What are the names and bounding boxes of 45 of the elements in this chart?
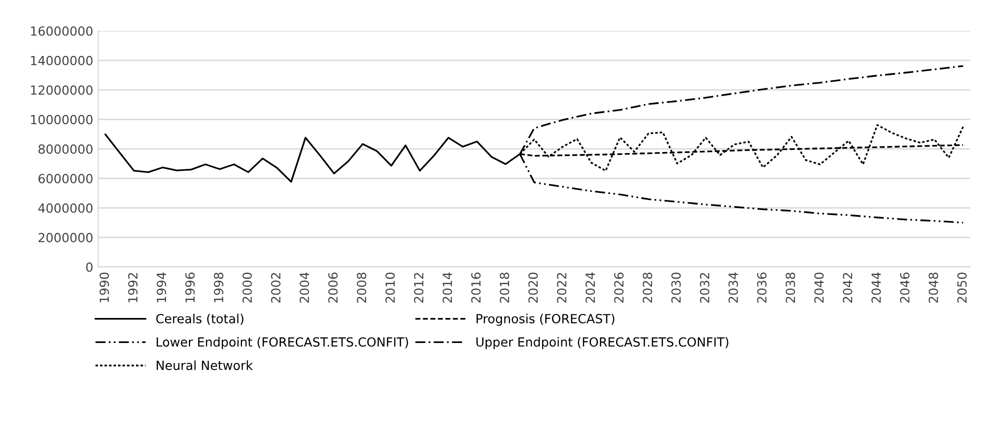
x-tick-label: 2014 <box>442 272 452 303</box>
x-tick-label: 1994 <box>156 272 166 302</box>
x-tick-label: 2008 <box>356 272 366 303</box>
x-tick-label: 2038 <box>786 272 796 303</box>
x-tick-label: 1992 <box>128 273 138 302</box>
y-tick-label: 0 <box>86 262 93 272</box>
y-tick-label: 2000000 <box>38 232 93 242</box>
y-tick-label: 8000000 <box>38 144 93 154</box>
x-tick-label: 2002 <box>271 273 281 303</box>
x-tick-label: 2032 <box>700 273 710 303</box>
legend-label: Prognosis (FORECAST) <box>476 314 614 326</box>
x-tick-label: 2022 <box>556 273 566 303</box>
x-tick-label: 2036 <box>757 272 767 303</box>
x-tick-label: 2024 <box>586 272 596 303</box>
y-tick-label: 16000000 <box>31 26 93 36</box>
x-tick-label: 1990 <box>100 272 109 302</box>
x-tick-label: 2048 <box>928 272 938 303</box>
x-tick-label: 2034 <box>728 272 738 303</box>
x-tick-label: 2018 <box>500 272 510 303</box>
x-tick-label: 2020 <box>528 272 538 303</box>
x-tick-label: 2046 <box>900 272 910 303</box>
legend-label: Lower Endpoint (FORECAST.ETS.CONFIT) <box>156 337 408 350</box>
x-tick-label: 2000 <box>242 272 252 303</box>
x-tick-label: 2044 <box>871 272 881 303</box>
x-tick-label: 2030 <box>671 272 681 303</box>
legend-label: Upper Endpoint (FORECAST.ETS.CONFIT) <box>476 337 728 350</box>
y-tick-label: 10000000 <box>31 114 93 124</box>
x-tick-label: 2012 <box>414 273 424 303</box>
x-tick-label: 2016 <box>471 272 481 303</box>
legend-label: Neural Network <box>156 360 253 370</box>
legend-label: Cereals (total) <box>156 314 244 325</box>
x-tick-label: 2028 <box>642 272 652 303</box>
y-tick-label: 4000000 <box>38 203 93 213</box>
y-tick-label: 6000000 <box>38 174 93 184</box>
y-tick-label: 12000000 <box>31 85 93 95</box>
x-tick-label: 1996 <box>185 272 195 302</box>
x-tick-label: 2042 <box>842 273 852 303</box>
x-tick-label: 2050 <box>957 272 967 303</box>
x-tick-label: 2040 <box>814 272 824 303</box>
x-tick-label: 2010 <box>385 272 395 303</box>
x-tick-label: 1998 <box>214 272 224 302</box>
x-tick-label: 2004 <box>300 272 310 303</box>
x-tick-label: 2026 <box>614 272 624 303</box>
x-tick-label: 2006 <box>328 272 338 303</box>
y-tick-label: 14000000 <box>31 56 93 66</box>
